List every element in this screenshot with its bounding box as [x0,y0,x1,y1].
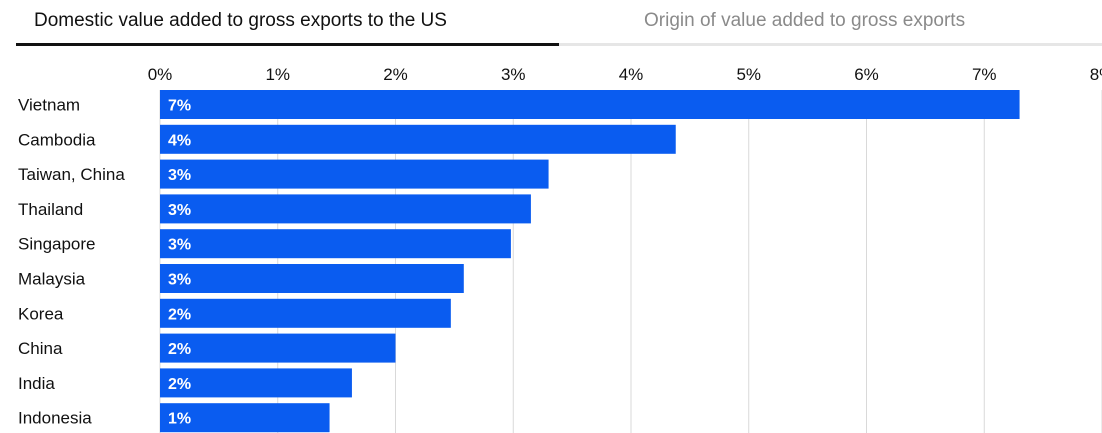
bar [160,333,396,363]
bar [160,90,1020,119]
x-tick-label: 0% [148,65,173,84]
bar [160,403,330,433]
bar-value-label: 1% [168,411,191,428]
bar [160,159,549,189]
bar-value-label: 3% [168,202,191,219]
bar [160,298,451,328]
x-tick-label: 3% [501,65,526,84]
bar [160,229,511,259]
bar-value-label: 3% [168,272,191,289]
category-label: Indonesia [18,409,92,428]
bar-value-label: 2% [168,376,191,393]
bar-value-label: 2% [168,341,191,358]
x-tick-label: 6% [854,65,879,84]
tab-origin-of-value-added[interactable]: Origin of value added to gross exports [559,0,1102,46]
bar-value-label: 4% [168,132,191,149]
tab-domestic-value-added[interactable]: Domestic value added to gross exports to… [16,0,559,46]
category-label: Taiwan, China [18,165,125,184]
category-labels: Vietnam Cambodia Taiwan, China Thailand Sing… [18,96,125,428]
category-label: India [18,374,55,393]
bar [160,368,352,398]
x-tick-label: 1% [265,65,290,84]
bar [160,194,531,224]
category-label: China [18,339,63,358]
bar-value-labels: 7% 4% 3% 3% 3% 3% 2% 2% 2% 1% [168,98,191,428]
category-label: Vietnam [18,96,80,115]
x-tick-label: 2% [383,65,408,84]
bar [160,124,676,154]
category-label: Cambodia [18,130,96,149]
x-tick-label: 8% [1090,65,1102,84]
bars [160,90,1020,433]
category-label: Singapore [18,235,96,254]
tab-bar: Domestic value added to gross exports to… [16,0,1102,46]
x-tick-label: 7% [972,65,997,84]
bar-value-label: 3% [168,167,191,184]
category-label: Malaysia [18,270,86,289]
x-tick-label: 5% [736,65,761,84]
x-axis-tick-labels: 0% 1% 2% 3% 4% 5% 6% 7% 8% [148,65,1102,84]
bar-value-label: 7% [168,98,191,115]
bar-value-label: 3% [168,237,191,254]
category-label: Thailand [18,200,83,219]
category-label: Korea [18,304,64,323]
bar-value-label: 2% [168,306,191,323]
bar [160,264,464,293]
x-tick-label: 4% [619,65,644,84]
